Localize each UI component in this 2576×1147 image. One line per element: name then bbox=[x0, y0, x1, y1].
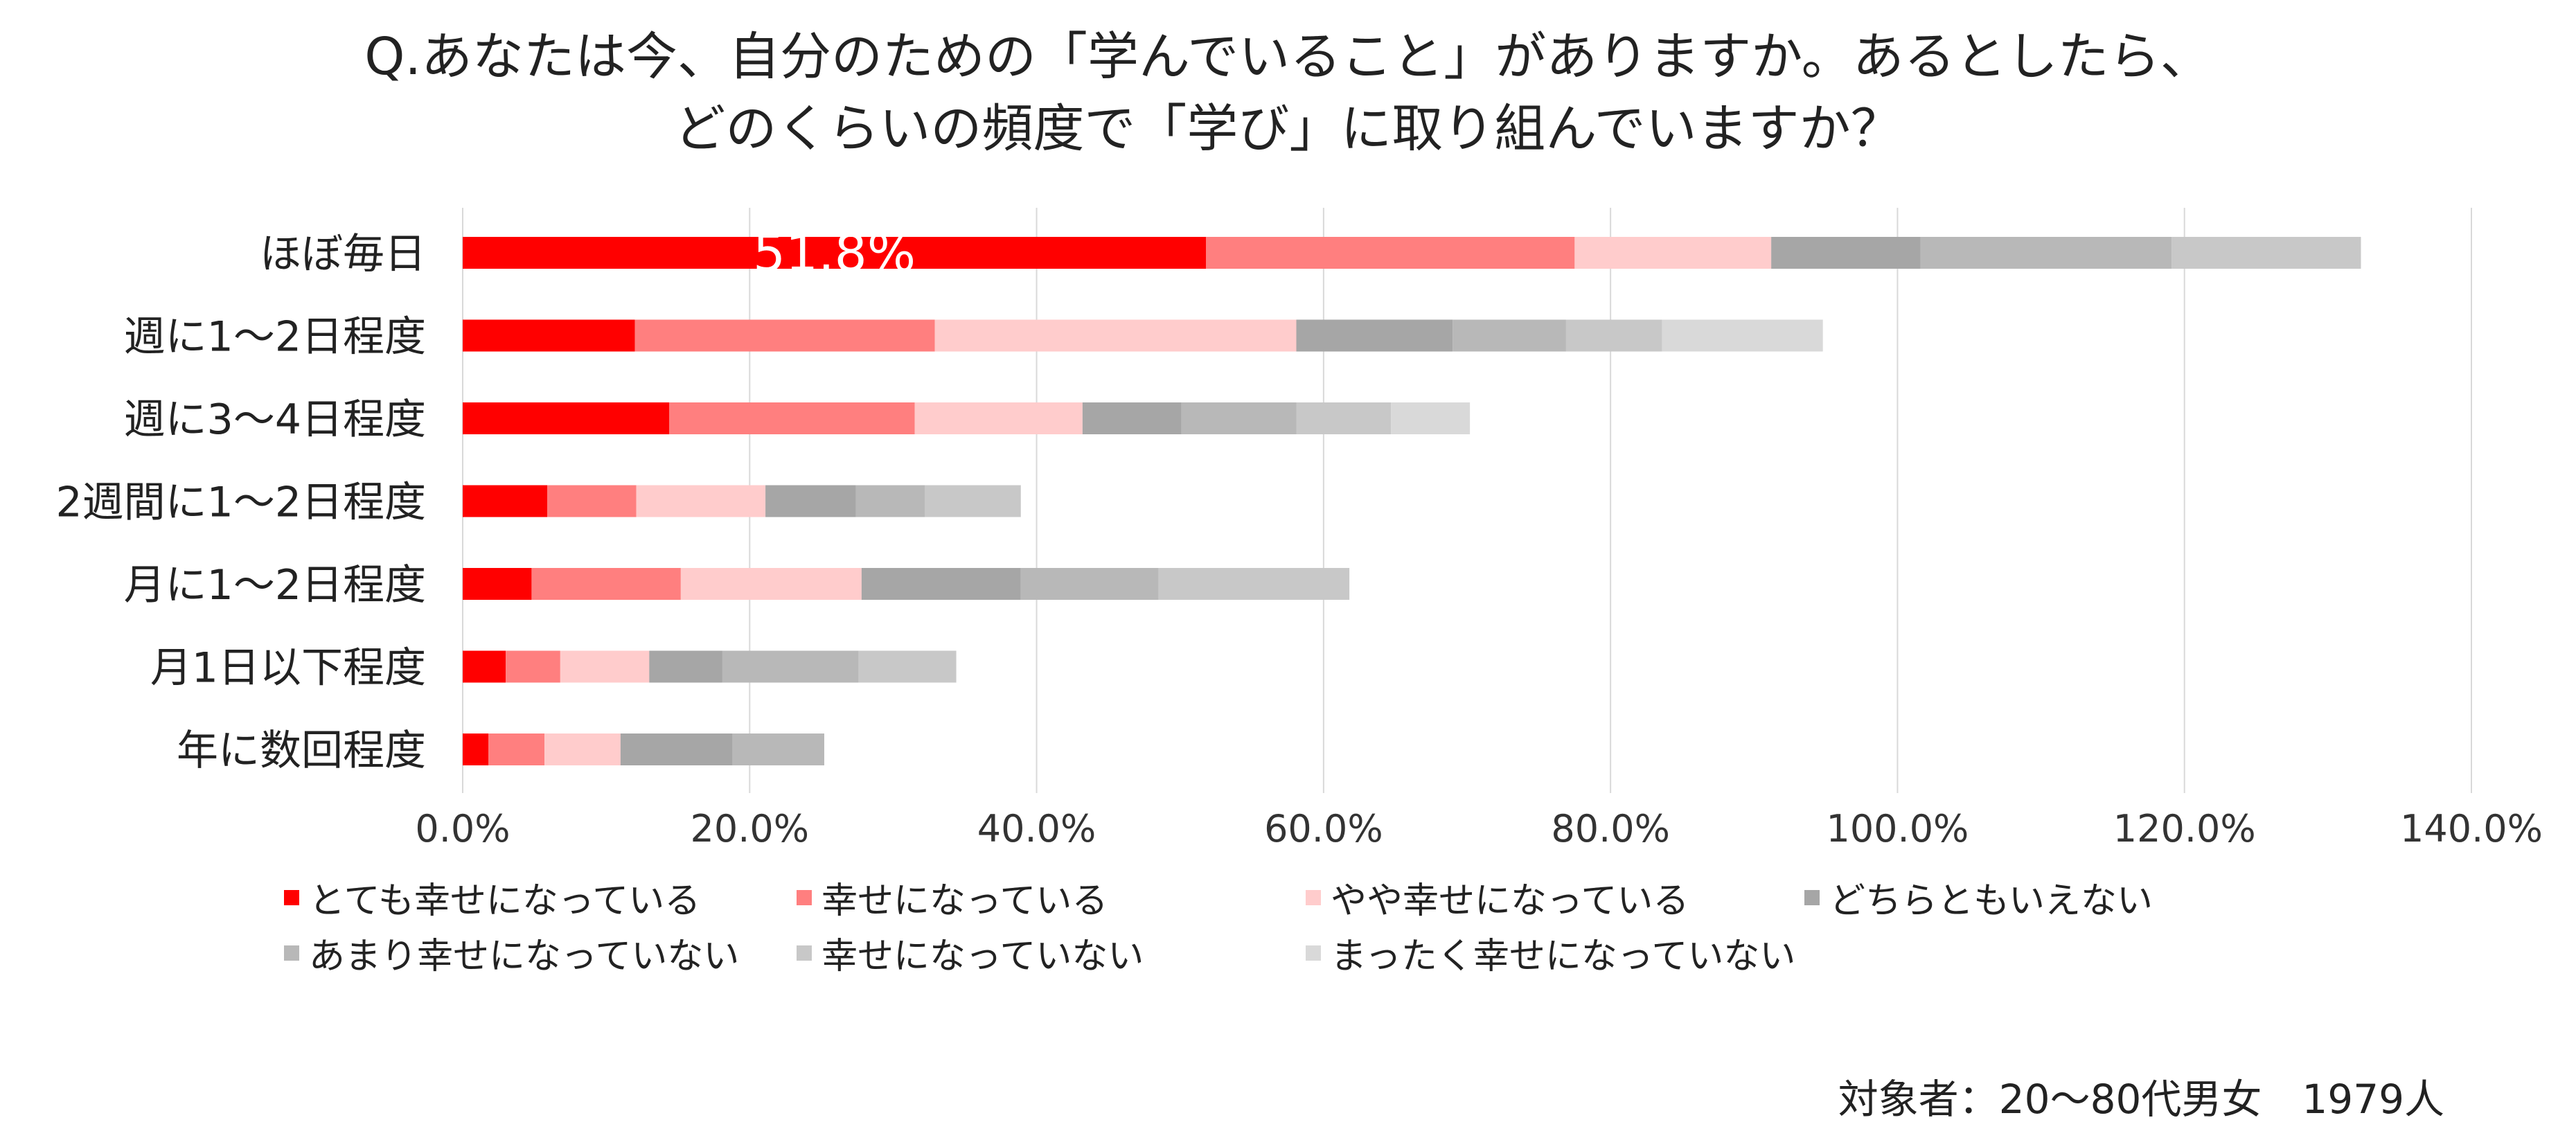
legend-item: 幸せになっている bbox=[797, 871, 1108, 923]
bar-segment bbox=[488, 733, 545, 765]
bar-segment bbox=[463, 733, 489, 765]
legend-item: 幸せになっていない bbox=[797, 927, 1144, 979]
legend-label: 幸せになっていない bbox=[821, 936, 1144, 977]
bar-segment bbox=[463, 319, 635, 352]
bar-segment bbox=[636, 485, 766, 517]
bar-segment bbox=[1453, 319, 1566, 352]
bar-segment bbox=[463, 485, 548, 517]
bar-segment bbox=[669, 402, 915, 434]
category-label: 2週間に1～2日程度 bbox=[55, 479, 426, 527]
bar-segment bbox=[1082, 402, 1182, 434]
bar-segment bbox=[2171, 237, 2361, 269]
legend-swatch bbox=[1306, 945, 1321, 961]
bar-segment bbox=[1662, 319, 1823, 352]
legend-label: まったく幸せになっていない bbox=[1331, 936, 1796, 977]
bar-segment bbox=[547, 485, 637, 517]
legend-item: まったく幸せになっていない bbox=[1306, 927, 1795, 979]
bar-segment bbox=[925, 485, 1021, 517]
legend-item: あまり幸せになっていない bbox=[284, 927, 739, 979]
bar-segment bbox=[463, 650, 506, 683]
category-label: 月に1～2日程度 bbox=[124, 561, 426, 610]
bar-segment bbox=[620, 733, 733, 765]
category-label: 週に1～2日程度 bbox=[124, 313, 426, 362]
legend-swatch bbox=[797, 945, 812, 961]
x-tick-label: 100.0% bbox=[1826, 807, 1969, 851]
bar-segment bbox=[1574, 237, 1772, 269]
x-tick-label: 20.0% bbox=[691, 807, 810, 851]
category-label: 週に3～4日程度 bbox=[124, 395, 426, 444]
bar-segment bbox=[722, 650, 859, 683]
legend-item: どちらともいえない bbox=[1804, 871, 2153, 923]
bar-segment bbox=[544, 733, 621, 765]
category-label: 年に数回程度 bbox=[177, 727, 426, 775]
bar-segment bbox=[732, 733, 824, 765]
bar-segment bbox=[463, 237, 1206, 269]
legend-label: やや幸せになっている bbox=[1331, 880, 1689, 922]
respondent-footnote: 対象者：20～80代男女 1979人 bbox=[1838, 1076, 2444, 1123]
x-tick-label: 80.0% bbox=[1551, 807, 1670, 851]
data-label: 51.8% bbox=[753, 224, 916, 283]
bar-segment bbox=[1391, 402, 1471, 434]
bar-segment bbox=[861, 568, 1021, 600]
bar-segment bbox=[560, 650, 650, 683]
bar-segment bbox=[1565, 319, 1662, 352]
bar-segment bbox=[649, 650, 722, 683]
bar-segment bbox=[1296, 319, 1453, 352]
chart-title-line-2: どのくらいの頻度で「学び」に取り組んでいますか？ bbox=[674, 99, 1902, 159]
legend-swatch bbox=[284, 945, 299, 961]
category-label: ほぼ毎日 bbox=[260, 230, 426, 278]
bar-segment bbox=[765, 485, 856, 517]
legend-item: とても幸せになっている bbox=[284, 871, 700, 923]
bar-segment bbox=[1020, 568, 1159, 600]
legend-item: やや幸せになっている bbox=[1306, 871, 1689, 923]
legend-swatch bbox=[1804, 889, 1820, 905]
bar-segment bbox=[1181, 402, 1297, 434]
chart-title: Q.あなたは今、自分のための「学んでいること」がありますか。あるとしたら、 どの… bbox=[0, 21, 2576, 165]
x-tick-label: 40.0% bbox=[977, 807, 1096, 851]
bar-segment bbox=[463, 402, 670, 434]
bar-segment bbox=[506, 650, 560, 683]
bar-segment bbox=[634, 319, 935, 352]
bar-segment bbox=[855, 485, 925, 517]
chart-title-line-1: Q.あなたは今、自分のための「学んでいること」がありますか。あるとしたら、 bbox=[364, 27, 2212, 87]
legend-swatch bbox=[284, 889, 299, 905]
bar-segment bbox=[1920, 237, 2172, 269]
x-tick-label: 140.0% bbox=[2400, 807, 2543, 851]
legend-swatch bbox=[797, 889, 812, 905]
legend-label: あまり幸せになっていない bbox=[309, 936, 740, 977]
bar-segment bbox=[858, 650, 957, 683]
bar-segment bbox=[934, 319, 1297, 352]
x-tick-label: 120.0% bbox=[2113, 807, 2256, 851]
legend-label: とても幸せになっている bbox=[309, 880, 701, 922]
bar-segment bbox=[1771, 237, 1921, 269]
bar-segment bbox=[531, 568, 681, 600]
legend-swatch bbox=[1306, 889, 1321, 905]
bar-segment bbox=[1158, 568, 1350, 600]
x-tick-label: 60.0% bbox=[1264, 807, 1383, 851]
bar-segment bbox=[1206, 237, 1575, 269]
bar-segment bbox=[1296, 402, 1392, 434]
x-tick-label: 0.0% bbox=[415, 807, 510, 851]
category-label: 月1日以下程度 bbox=[150, 644, 426, 693]
bar-segment bbox=[914, 402, 1083, 434]
legend-label: どちらともいえない bbox=[1829, 880, 2153, 922]
bar-segment bbox=[680, 568, 862, 600]
legend-label: 幸せになっている bbox=[821, 880, 1108, 922]
bar-segment bbox=[463, 568, 532, 600]
